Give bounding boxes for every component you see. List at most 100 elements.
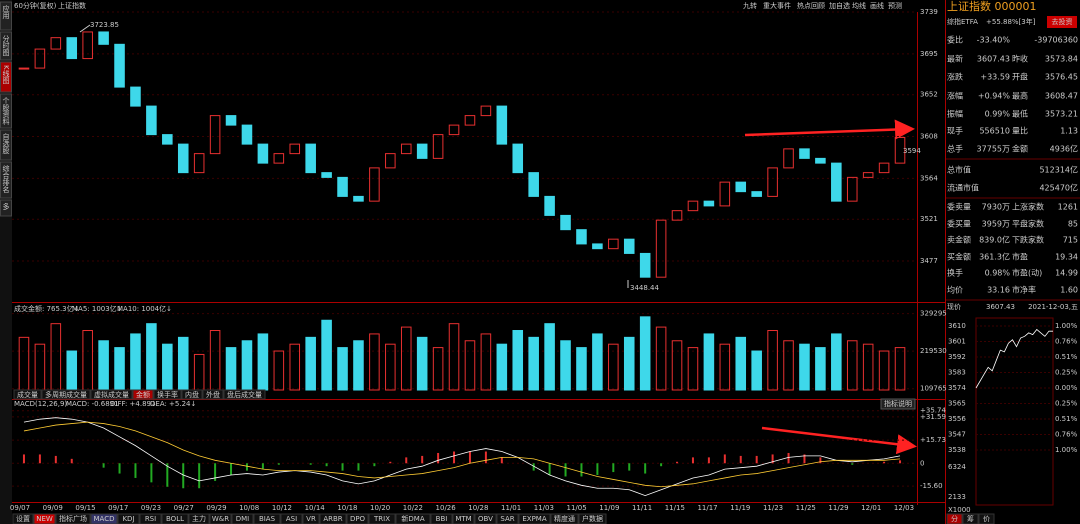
indicator-tab-label[interactable]: TRIX [373,515,390,523]
intraday-tab[interactable] [978,513,995,524]
indicator-tab[interactable] [496,513,519,524]
diff-line [23,417,901,497]
toolbar-item[interactable]: 均线 [852,1,866,10]
indicator-tab-label[interactable]: 主力 [192,514,206,523]
volume-tab-label[interactable]: 换手率 [157,390,178,399]
toolbar-item[interactable]: 重大事件 [763,1,791,10]
volume-tab-label[interactable]: 虚拟成交量 [94,390,129,399]
indicator-button[interactable] [880,398,916,410]
intraday-tab[interactable] [946,513,963,524]
invest-button[interactable] [1047,16,1077,28]
side-tab-label[interactable]: 分时图 [2,34,10,57]
indicator-tab-label[interactable]: BBI [436,515,448,523]
indicator-tab[interactable] [430,513,453,524]
intraday-tab-label[interactable]: 筹 [967,514,974,523]
indicator-tab[interactable] [139,513,162,524]
indicator-tab-label[interactable]: ARBR [323,515,342,523]
volume-tab-label[interactable]: 内盘 [185,390,199,399]
indicator-tab-label[interactable]: 户数据 [582,514,603,523]
side-tab-label[interactable]: 个股资料 [2,97,10,126]
invest-label[interactable]: 去投资 [1052,17,1073,26]
volume-tab-label[interactable]: 外盘 [206,390,220,399]
indicator-tab-label[interactable]: DMI [236,515,250,523]
side-tab-label[interactable]: 综合排名 [2,164,10,194]
indicator-tab[interactable] [518,513,551,524]
toolbar-item[interactable]: 加自选 [829,1,850,10]
indicator-tab[interactable] [209,513,232,524]
indicator-tab-label[interactable]: MACD [94,515,115,523]
indicator-tab[interactable] [319,513,347,524]
indicator-tab-label[interactable]: EXPMA [522,515,546,523]
indicator-tab-label[interactable]: 新DMA [401,514,424,523]
indicator-tab-label[interactable]: 设置 [16,514,30,523]
indicator-tab[interactable] [161,513,189,524]
volume-tab-label[interactable]: 盘后成交量 [227,390,262,399]
candle [544,195,555,216]
volume-tab[interactable] [223,389,266,400]
volume-tab[interactable] [153,389,182,400]
indicator-tab[interactable] [253,513,281,524]
indicator-tab-label[interactable]: VR [306,515,316,523]
indicator-tab-label[interactable]: RSI [145,515,156,523]
side-tab[interactable] [0,61,12,93]
indicator-tab-label[interactable]: BIAS [259,515,276,523]
indicator-tab[interactable] [452,513,475,524]
side-tab-label[interactable]: 自选股 [2,132,10,155]
volume-tab-label[interactable]: 金额 [136,390,150,399]
indicator-tab[interactable] [90,513,118,524]
indicator-tab[interactable] [117,513,140,524]
indicator-tab-label[interactable]: SAR [500,515,514,523]
indicator-tab-label[interactable]: ASI [286,515,297,523]
quote-value: +0.94% [978,92,1011,101]
indicator-tab-label[interactable]: DPO [350,515,366,523]
candle [50,37,62,50]
toolbar-item[interactable]: 画线 [870,1,884,10]
indicator-tab[interactable] [12,513,34,524]
intraday-tab-label[interactable]: 价 [983,515,990,523]
volume-tab-label[interactable]: 成交量 [17,390,38,399]
indicator-tab-label[interactable]: W&R [212,515,229,523]
indicator-tab-label[interactable]: BOLL [166,515,184,523]
volume-tab-label[interactable]: 多周期成交量 [45,390,87,399]
volume-tab[interactable] [41,389,91,400]
indicator-tab-label[interactable]: 精度通 [554,514,575,523]
toolbar-item[interactable]: 预测 [888,1,902,10]
volume-tab[interactable] [202,389,224,400]
indicator-tab[interactable] [188,513,210,524]
indicator-label[interactable]: 指标说明 [884,399,912,408]
indicator-tab-label[interactable]: NEW [36,515,53,523]
indicator-tab-label[interactable]: MTM [455,515,471,523]
volume-tab[interactable] [132,389,154,400]
indicator-tab-label[interactable]: KDJ [122,515,134,523]
indicator-tab[interactable] [280,513,303,524]
indicator-tab-label[interactable]: OBV [478,515,493,523]
volume-tab[interactable] [13,389,42,400]
side-tab[interactable] [0,161,12,199]
volume-tab[interactable] [181,389,203,400]
indicator-tab-label[interactable]: 指标广场 [59,514,87,523]
indicator-tab[interactable] [578,513,607,524]
intraday-tab[interactable] [962,513,979,524]
side-tab[interactable] [0,93,12,129]
side-tab-label[interactable]: 多 [2,202,10,211]
side-tab[interactable] [0,31,12,61]
side-tab[interactable] [0,129,12,161]
indicator-tab[interactable] [368,513,396,524]
side-tab[interactable] [0,199,12,217]
side-tab-label[interactable]: 应用 [2,4,10,20]
side-tab-label[interactable]: K线图 [2,65,10,85]
quote-label: 最低 [1012,109,1028,119]
toolbar-item[interactable]: 热点回顾 [797,1,825,10]
side-tab[interactable] [0,1,12,31]
indicator-tab[interactable] [302,513,320,524]
intraday-tab-label[interactable]: 分 [951,514,958,523]
toolbar-item[interactable]: 九转 [743,1,757,10]
indicator-tab[interactable] [550,513,579,524]
indicator-tab[interactable] [474,513,497,524]
volume-tab[interactable] [90,389,133,400]
indicator-tab[interactable] [395,513,431,524]
indicator-tab[interactable] [231,513,254,524]
indicator-tab[interactable] [346,513,369,524]
indicator-tab[interactable] [33,513,56,524]
indicator-tab[interactable] [55,513,91,524]
